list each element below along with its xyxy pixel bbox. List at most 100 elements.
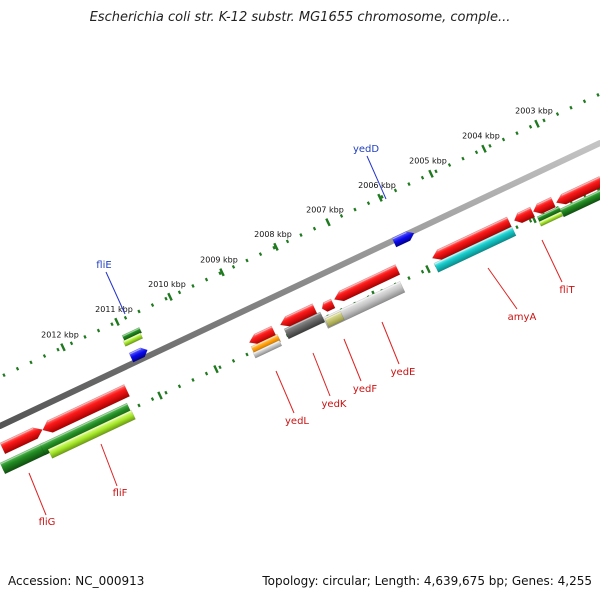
- scale-label: 2012 kbp: [41, 330, 79, 339]
- inner-scale-major-tick: [426, 266, 429, 273]
- outer-scale-minor-tick: [98, 329, 99, 332]
- chromosome-map: 2003 kbp 2004 kbp 2005 kbp 2006 kbp 2007 kbp…: [0, 0, 600, 600]
- scale-label: 2006 kbp: [358, 181, 396, 190]
- outer-scale-minor-tick: [165, 297, 166, 300]
- outer-scale-major-tick: [326, 219, 329, 226]
- gene-label-amyA[interactable]: amyA: [508, 312, 537, 323]
- outer-scale-minor-tick: [462, 157, 463, 160]
- leader-line-fliG: [29, 473, 46, 515]
- leader-line-yedD: [367, 156, 386, 199]
- outer-scale-minor-tick: [3, 374, 4, 377]
- leader-line-yedL: [276, 371, 294, 413]
- scale-label: 2009 kbp: [200, 255, 238, 264]
- leader-line-yedF: [344, 339, 361, 381]
- gene-label-fliG[interactable]: fliG: [39, 517, 56, 528]
- outer-scale-minor-tick: [489, 144, 490, 147]
- inner-scale-minor-tick: [179, 385, 180, 388]
- gene-label-fliF[interactable]: fliF: [113, 488, 128, 499]
- outer-scale-minor-tick: [530, 125, 531, 128]
- gene-features: [0, 176, 600, 473]
- outer-scale-minor-tick: [125, 316, 126, 319]
- outer-scale-major-tick: [378, 194, 381, 201]
- outer-scale-minor-tick: [570, 106, 571, 109]
- outer-scale-minor-tick: [354, 208, 355, 211]
- inner-scale-minor-tick: [516, 226, 517, 229]
- outer-scale-minor-tick: [57, 348, 58, 351]
- inner-scale-minor-tick: [192, 379, 193, 382]
- outer-scale-minor-tick: [30, 361, 31, 364]
- leader-line-yedE: [382, 322, 399, 364]
- inner-scale-minor-tick: [246, 353, 247, 356]
- inner-scale-minor-tick: [138, 404, 139, 407]
- gene-label-fliE[interactable]: fliE: [96, 260, 111, 271]
- leader-line-amyA: [488, 268, 517, 309]
- outer-scale-minor-tick: [314, 227, 315, 230]
- outer-scale-minor-tick: [503, 138, 504, 141]
- outer-scale-major-tick: [429, 170, 432, 177]
- outer-scale-major-tick: [61, 344, 64, 351]
- outer-scale-minor-tick: [84, 335, 85, 338]
- outer-scale-minor-tick: [516, 132, 517, 135]
- outer-scale-minor-tick: [219, 272, 220, 275]
- inner-scale-minor-tick: [165, 391, 166, 394]
- leader-line-fliF: [101, 444, 117, 486]
- backbone-line: [0, 143, 600, 426]
- inner-scale-minor-tick: [233, 359, 234, 362]
- gene-label-yedE[interactable]: yedE: [391, 367, 416, 378]
- outer-scale-minor-tick: [260, 253, 261, 256]
- outer-scale-minor-tick: [17, 367, 18, 370]
- gene-yedF-red[interactable]: [320, 299, 335, 313]
- scale-label: 2004 kbp: [462, 132, 500, 141]
- outer-scale-minor-tick: [44, 355, 45, 358]
- scale-label: 2003 kbp: [515, 107, 553, 116]
- scale-label: 2007 kbp: [306, 205, 344, 214]
- inner-scale-minor-tick: [206, 372, 207, 375]
- outer-scale-minor-tick: [557, 113, 558, 116]
- outer-scale-minor-tick: [422, 176, 423, 179]
- outer-scale-minor-tick: [233, 265, 234, 268]
- outer-scale-minor-tick: [71, 342, 72, 345]
- gene-labels: yedD fliE fliG fliF yedL yedK yedF yedE amyA fliT: [29, 144, 575, 528]
- outer-scale-minor-tick: [138, 310, 139, 313]
- scale-label: 2005 kbp: [409, 157, 447, 166]
- outer-scale-minor-tick: [435, 170, 436, 173]
- genome-map-viewer: Escherichia coli str. K-12 substr. MG165…: [0, 0, 600, 600]
- scale-label: 2010 kbp: [148, 280, 186, 289]
- outer-scale-minor-tick: [300, 234, 301, 237]
- gene-label-yedK[interactable]: yedK: [322, 399, 347, 410]
- outer-scale-minor-tick: [152, 304, 153, 307]
- inner-scale-minor-tick: [219, 366, 220, 369]
- gene-label-fliT[interactable]: fliT: [559, 285, 575, 296]
- gene-label-yedL[interactable]: yedL: [285, 416, 309, 427]
- outer-scale-minor-tick: [449, 164, 450, 167]
- scale-label: 2008 kbp: [254, 230, 292, 239]
- outer-scale-major-tick: [115, 318, 118, 325]
- leader-line-fliT: [542, 240, 562, 282]
- outer-scale-minor-tick: [597, 93, 598, 96]
- chromosome-backbone: [0, 143, 600, 426]
- outer-scale-minor-tick: [341, 214, 342, 217]
- outer-scale-major-tick: [482, 145, 485, 152]
- gene-label-yedF[interactable]: yedF: [353, 384, 377, 395]
- outer-scale-major-tick: [220, 269, 223, 276]
- inner-scale-minor-tick: [408, 277, 409, 280]
- outer-scale-minor-tick: [381, 195, 382, 198]
- outer-scale-minor-tick: [543, 119, 544, 122]
- scale-label: 2011 kbp: [95, 305, 133, 314]
- outer-scale-minor-tick: [476, 151, 477, 154]
- outer-scale-minor-tick: [179, 291, 180, 294]
- accession-label: Accession: NC_000913: [8, 574, 144, 588]
- outer-scale-minor-tick: [192, 285, 193, 288]
- outer-scale-minor-tick: [273, 246, 274, 249]
- outer-scale-minor-tick: [584, 100, 585, 103]
- outer-scale-minor-tick: [408, 183, 409, 186]
- outer-scale-major-tick: [535, 120, 538, 127]
- inner-scale-major-tick: [214, 366, 217, 373]
- leader-line-yedK: [313, 353, 330, 396]
- gene-label-yedD[interactable]: yedD: [353, 144, 379, 155]
- inner-scale-minor-tick: [152, 398, 153, 401]
- outer-scale-minor-tick: [368, 202, 369, 205]
- outer-scale-minor-tick: [246, 259, 247, 262]
- genome-summary: Topology: circular; Length: 4,639,675 bp…: [262, 574, 592, 588]
- gene-red-513[interactable]: [512, 207, 535, 225]
